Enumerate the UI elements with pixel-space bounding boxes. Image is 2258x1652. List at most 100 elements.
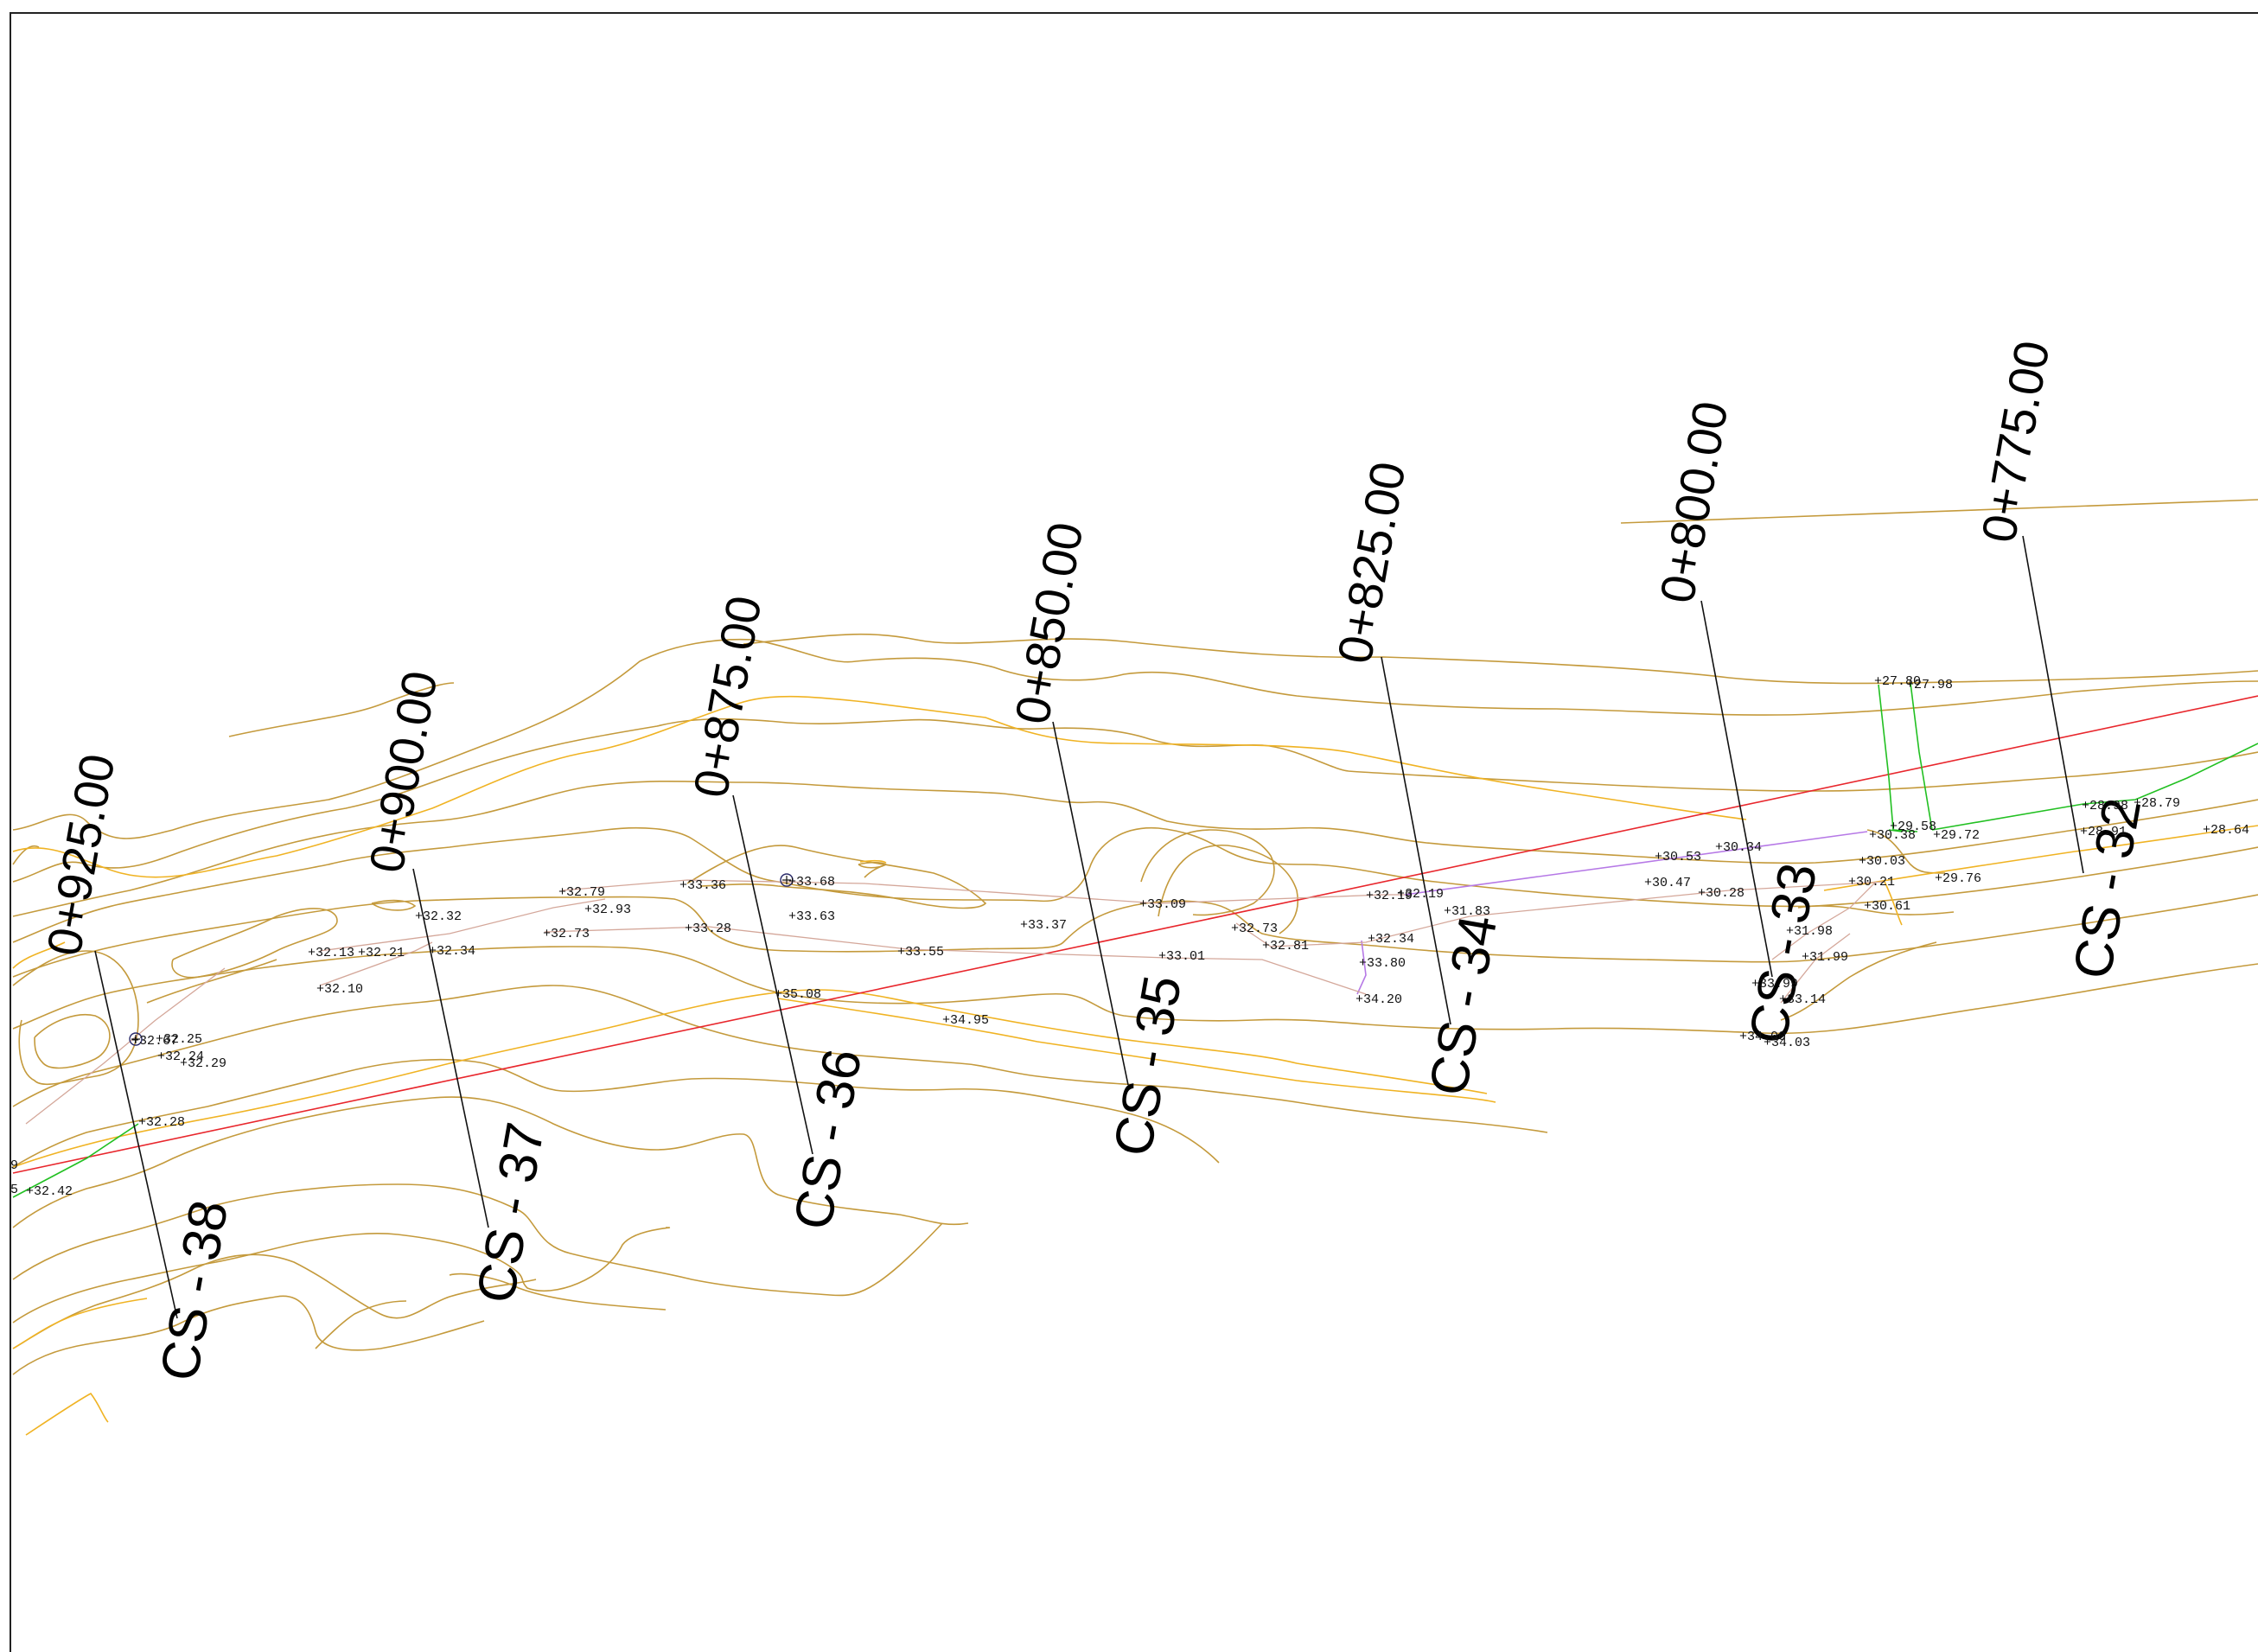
contour-line (12, 985, 1548, 1133)
spot-level: +32.32 (415, 909, 462, 924)
contour-line (12, 826, 2258, 943)
spot-level: +32.42 (26, 1184, 73, 1199)
utility-line (1356, 940, 1367, 995)
utility-line (1404, 831, 1868, 896)
section-line-cs-32 (2022, 535, 2084, 874)
spot-level: +28.91 (2080, 825, 2127, 839)
spot-level: +32.21 (358, 946, 405, 960)
benchmark-icon (129, 1032, 143, 1046)
spot-level: +30.28 (1698, 886, 1745, 901)
contour-line (1140, 829, 1275, 916)
spot-level: +31.83 (1444, 904, 1490, 919)
survey-link (1771, 881, 1877, 960)
section-line-cs-37 (412, 868, 489, 1228)
spot-level: +30.61 (1864, 899, 1910, 914)
spot-level: +33.55 (897, 945, 944, 960)
survey-link (544, 926, 1367, 995)
spot-level: +33.28 (685, 922, 731, 936)
contour-line (12, 1058, 1220, 1168)
section-label: CS - 34 (1419, 910, 1509, 1100)
spot-level: +28.64 (2203, 823, 2249, 838)
contour-line (315, 1300, 407, 1349)
contour-line (1158, 845, 1298, 934)
spot-level: +28.79 (2134, 796, 2180, 811)
survey-link (319, 898, 606, 952)
station-label: 0+925.00 (36, 750, 125, 960)
contour-line (12, 845, 40, 865)
spot-level: +32.29 (180, 1056, 226, 1071)
boundary-line (1931, 743, 2258, 831)
contour-line (743, 633, 2258, 685)
spot-level: +30.03 (1859, 854, 1905, 869)
survey-link (319, 941, 433, 986)
spot-level: +34.95 (942, 1013, 989, 1028)
spot-level: +34.00 (1739, 1030, 1786, 1044)
spot-level: +28.98 (2082, 799, 2128, 813)
contour-line (12, 638, 2258, 839)
contour-line (12, 780, 2258, 917)
contour-line (449, 1272, 667, 1311)
spot-level: +32.24 (157, 1049, 204, 1064)
station-label: 0+800.00 (1649, 398, 1738, 608)
spot-level: +32.13 (308, 946, 354, 960)
spot-level: 5 (10, 1183, 18, 1197)
spot-level: +32.73 (543, 927, 590, 941)
spot-level: +33.01 (1158, 949, 1205, 964)
spot-level: +34.20 (1355, 992, 1402, 1007)
spot-level: +27.80 (1874, 674, 1921, 689)
spot-level: +32.34 (429, 944, 475, 959)
spot-level: +31.98 (1786, 924, 1833, 939)
spot-level: +33.14 (1779, 992, 1826, 1007)
index-contour (1823, 825, 2258, 891)
boundary-line (1888, 829, 1903, 832)
spot-level: +30.47 (1644, 876, 1691, 890)
index-contours (12, 695, 2258, 1436)
spot-level: +27.98 (1906, 678, 1953, 692)
boundary-line (1878, 684, 1918, 832)
section-line-cs-38 (94, 950, 178, 1319)
station-label: 0+875.00 (683, 592, 772, 802)
contour-line (146, 959, 277, 1004)
spot-level: +32.93 (584, 903, 631, 917)
spot-level: +32.19 (1397, 887, 1444, 902)
spot-level: +29.58 (1890, 820, 1936, 834)
section-line-cs-33 (1700, 600, 1773, 978)
spot-level: 9 (10, 1158, 18, 1173)
contour-line (371, 899, 417, 911)
index-contour (777, 998, 1496, 1103)
contour-line (686, 845, 987, 909)
contour-line (858, 861, 888, 869)
spot-levels: +27.80 +27.98 +28.98 +28.79 +28.91 +28.6… (10, 674, 2249, 1199)
spot-level: +29.76 (1935, 871, 1981, 886)
drawing-frame (10, 12, 2258, 1652)
boundary-line (12, 1123, 139, 1198)
section-label: CS - 32 (2063, 794, 2153, 983)
contour-line (1620, 499, 2258, 524)
spot-level: +30.21 (1848, 875, 1895, 890)
spot-level: +33.36 (679, 878, 726, 893)
boundary-lines (12, 682, 2258, 1198)
contour-lines (12, 499, 2258, 1375)
spot-level: +30.53 (1655, 850, 1701, 864)
road-centerline (12, 695, 2258, 1174)
contour-line (228, 682, 455, 737)
spot-level: +32.19 (1366, 889, 1413, 903)
spot-level: +33.68 (788, 875, 835, 890)
spot-level: +33.09 (1139, 897, 1186, 912)
spot-level: +30.34 (1715, 840, 1762, 855)
spot-level: +30.38 (1869, 828, 1916, 843)
survey-link (561, 879, 1405, 904)
contour-line (12, 1096, 969, 1228)
section-label: CS - 38 (150, 1196, 239, 1385)
section-label: CS - 37 (466, 1118, 556, 1307)
station-labels: 0+775.00 0+800.00 0+825.00 0+850.00 0+87… (36, 337, 2060, 960)
section-label: CS - 36 (783, 1044, 873, 1234)
contour-line (171, 908, 338, 979)
section-line-cs-36 (732, 794, 813, 1155)
spot-level: +31.99 (1802, 950, 1848, 965)
contour-line (12, 1227, 670, 1324)
section-line-cs-34 (1381, 656, 1451, 1025)
spot-level: +32.28 (138, 1115, 185, 1130)
section-label: CS - 35 (1103, 971, 1193, 1160)
contour-line (12, 950, 139, 1086)
